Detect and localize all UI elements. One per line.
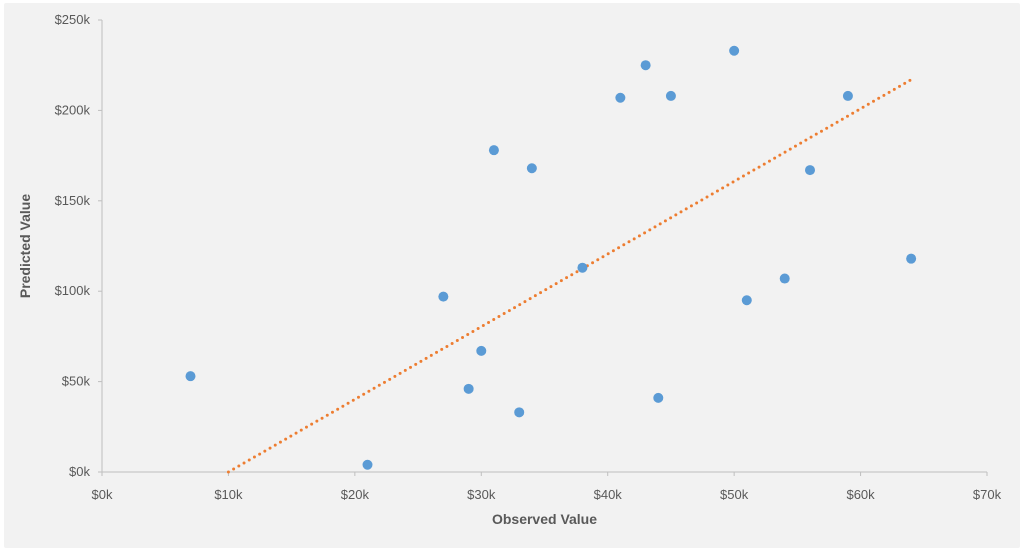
x-axis-title: Observed Value xyxy=(492,511,597,527)
data-point xyxy=(185,371,196,382)
data-point xyxy=(842,90,853,101)
x-tick-label: $40k xyxy=(594,487,623,502)
data-point xyxy=(463,383,474,394)
trendline xyxy=(226,78,913,474)
data-point xyxy=(729,45,740,56)
x-tick-label: $60k xyxy=(846,487,875,502)
data-point xyxy=(526,163,537,174)
data-point xyxy=(577,262,588,273)
x-tick-label: $50k xyxy=(720,487,749,502)
axes xyxy=(98,19,988,476)
points-group xyxy=(185,45,917,470)
y-tick-label: $250k xyxy=(55,12,91,27)
data-point xyxy=(476,345,487,356)
trendline-group xyxy=(226,78,913,474)
data-point xyxy=(438,291,449,302)
data-point xyxy=(514,407,525,418)
data-point xyxy=(779,273,790,284)
data-point xyxy=(488,145,499,156)
x-tick-label: $20k xyxy=(341,487,370,502)
x-tick-label: $70k xyxy=(973,487,1002,502)
y-tick-label: $0k xyxy=(69,464,90,479)
data-point xyxy=(362,459,373,470)
y-axis-title: Predicted Value xyxy=(17,194,33,298)
y-tick-label: $50k xyxy=(62,374,91,389)
x-tick-label: $30k xyxy=(467,487,496,502)
y-tick-label: $150k xyxy=(55,193,91,208)
x-tick-label: $10k xyxy=(214,487,243,502)
data-point xyxy=(640,60,651,71)
data-point xyxy=(665,90,676,101)
data-point xyxy=(615,92,626,103)
y-tick-label: $200k xyxy=(55,102,91,117)
data-point xyxy=(906,253,917,264)
y-tick-label: $100k xyxy=(55,283,91,298)
data-point xyxy=(653,392,664,403)
data-point xyxy=(741,295,752,306)
x-tick-label: $0k xyxy=(92,487,113,502)
data-point xyxy=(805,165,815,176)
labels-group: $0k $10k $20k $30k $40k $50k $60k $70k $0k $50k $1… xyxy=(17,12,1002,527)
